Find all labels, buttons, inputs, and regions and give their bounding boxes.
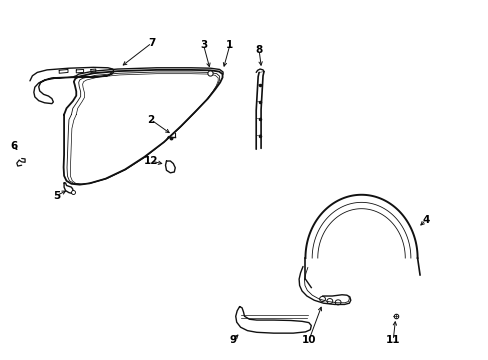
Text: 2: 2 [147,115,154,125]
Text: 10: 10 [301,335,315,345]
Text: 8: 8 [255,45,262,55]
Text: 5: 5 [53,190,61,201]
Text: 6: 6 [11,141,18,151]
Text: 3: 3 [200,40,207,50]
Text: 1: 1 [226,40,233,50]
Text: 9: 9 [229,335,236,345]
Text: 11: 11 [385,335,400,345]
Text: 12: 12 [143,156,158,166]
Text: 7: 7 [148,38,155,48]
Text: 4: 4 [421,215,428,225]
